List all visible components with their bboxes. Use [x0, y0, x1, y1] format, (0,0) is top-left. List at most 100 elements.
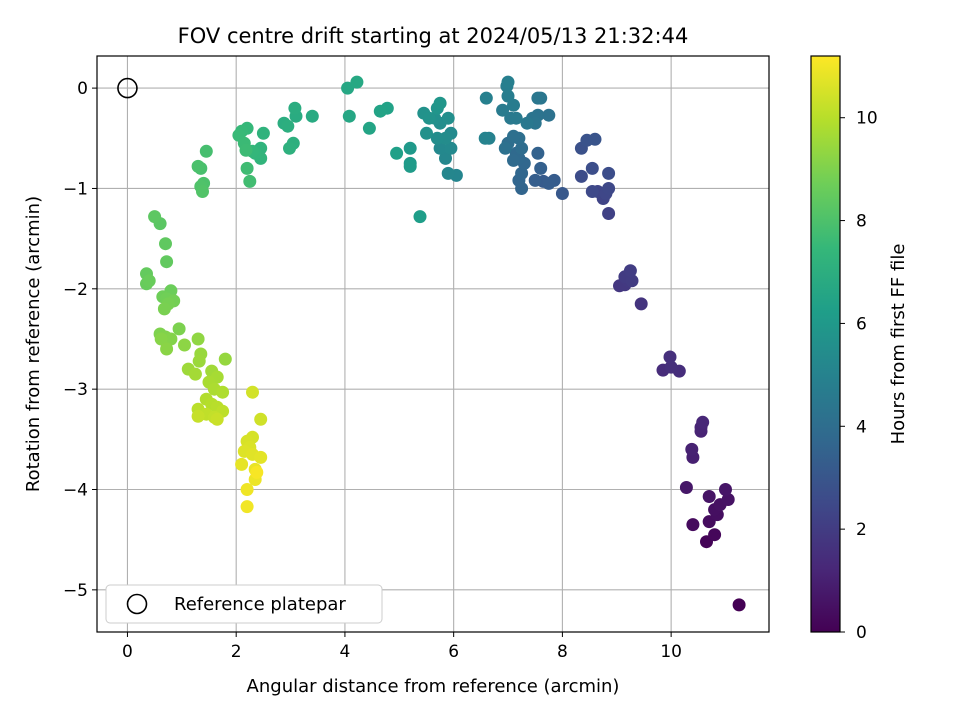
reference-point-marker: [117, 77, 138, 99]
data-point: [157, 302, 171, 316]
x-tick-label: 10: [660, 642, 682, 662]
y-tick-label: −4: [63, 481, 88, 501]
colorbar-tick-label: 0: [856, 623, 867, 643]
data-point: [160, 255, 174, 269]
x-tick-label: 8: [557, 642, 568, 662]
colorbar: [810, 55, 841, 633]
data-point: [188, 367, 202, 381]
data-point: [602, 166, 616, 180]
data-point: [602, 207, 616, 220]
data-point: [281, 119, 295, 133]
data-point: [441, 111, 455, 125]
y-tick-label: −2: [63, 280, 88, 300]
data-point: [148, 210, 162, 224]
data-point: [498, 141, 512, 155]
data-point: [240, 483, 254, 496]
data-point: [246, 385, 259, 399]
data-point: [350, 75, 364, 89]
data-point: [528, 173, 542, 187]
data-point: [496, 103, 510, 117]
x-tick-label: 4: [340, 642, 351, 662]
data-point: [342, 109, 356, 123]
data-point: [479, 91, 493, 105]
colorbar-tick-label: 10: [856, 109, 878, 129]
data-point: [239, 143, 253, 157]
data-point: [507, 153, 520, 167]
data-point: [702, 490, 716, 503]
data-point: [531, 91, 545, 105]
legend: Reference platepar: [105, 584, 383, 624]
y-axis-label: Rotation from reference (arcmin): [23, 196, 44, 492]
x-axis-label: Angular distance from reference (arcmin): [247, 676, 620, 697]
x-tick-label: 6: [448, 642, 459, 662]
data-point: [721, 493, 735, 506]
data-point: [625, 274, 639, 288]
y-tick-label: −1: [63, 179, 88, 199]
colorbar-tick-label: 6: [856, 314, 867, 334]
data-point: [501, 75, 515, 89]
data-point: [430, 131, 444, 145]
data-point: [663, 350, 677, 364]
data-point: [362, 121, 376, 135]
data-point: [288, 101, 302, 115]
data-point: [240, 500, 254, 514]
data-point: [250, 465, 264, 479]
colorbar-tick-label: 8: [856, 212, 867, 232]
data-point: [142, 274, 156, 288]
y-tick-label: 0: [77, 79, 88, 99]
data-point: [696, 415, 710, 429]
data-point: [390, 146, 404, 160]
data-point: [433, 96, 447, 110]
data-point: [501, 89, 515, 103]
x-tick-label: 0: [122, 642, 133, 662]
data-point: [403, 159, 417, 173]
data-point: [679, 481, 693, 494]
legend-box: [105, 584, 383, 624]
scatter-points: [140, 75, 746, 612]
legend-label: Reference platepar: [174, 594, 346, 615]
data-point: [218, 352, 232, 366]
data-point: [542, 108, 556, 122]
data-point: [444, 141, 458, 155]
plot-frame: [96, 55, 770, 633]
x-tick-label: 2: [231, 642, 242, 662]
data-point: [585, 185, 599, 198]
data-point: [732, 598, 746, 612]
data-point: [686, 518, 700, 532]
data-point: [542, 176, 556, 190]
data-point: [478, 131, 492, 145]
colorbar-tick-label: 2: [856, 520, 867, 540]
data-point: [199, 144, 213, 158]
data-point: [283, 141, 296, 155]
data-point: [509, 111, 523, 125]
data-point: [154, 332, 168, 346]
data-point: [191, 159, 205, 173]
data-point: [373, 104, 387, 118]
colorbar-tick-label: 4: [856, 417, 867, 437]
data-point: [210, 412, 224, 426]
data-point: [588, 132, 602, 146]
data-point: [719, 483, 732, 496]
data-point: [685, 442, 699, 456]
data-point: [515, 166, 529, 180]
data-point: [192, 354, 206, 368]
y-tick-label: −3: [63, 380, 88, 400]
data-point: [341, 81, 355, 95]
data-point: [178, 338, 191, 352]
data-point: [708, 528, 722, 542]
data-point: [441, 166, 455, 180]
colorbar-ticks: 0 2 4 6 8 10: [840, 109, 878, 643]
data-point: [420, 126, 433, 140]
data-point: [439, 151, 452, 165]
data-point: [164, 332, 178, 346]
data-point: [555, 187, 569, 200]
data-point: [574, 169, 588, 183]
y-tick-label: −5: [63, 581, 88, 601]
colorbar-label: Hours from first FF file: [888, 244, 909, 445]
data-point: [403, 141, 417, 155]
legend-marker-icon: [126, 593, 148, 615]
data-point: [256, 126, 270, 140]
chart-title: FOV centre drift starting at 2024/05/13 …: [178, 24, 689, 48]
data-point: [664, 360, 678, 374]
